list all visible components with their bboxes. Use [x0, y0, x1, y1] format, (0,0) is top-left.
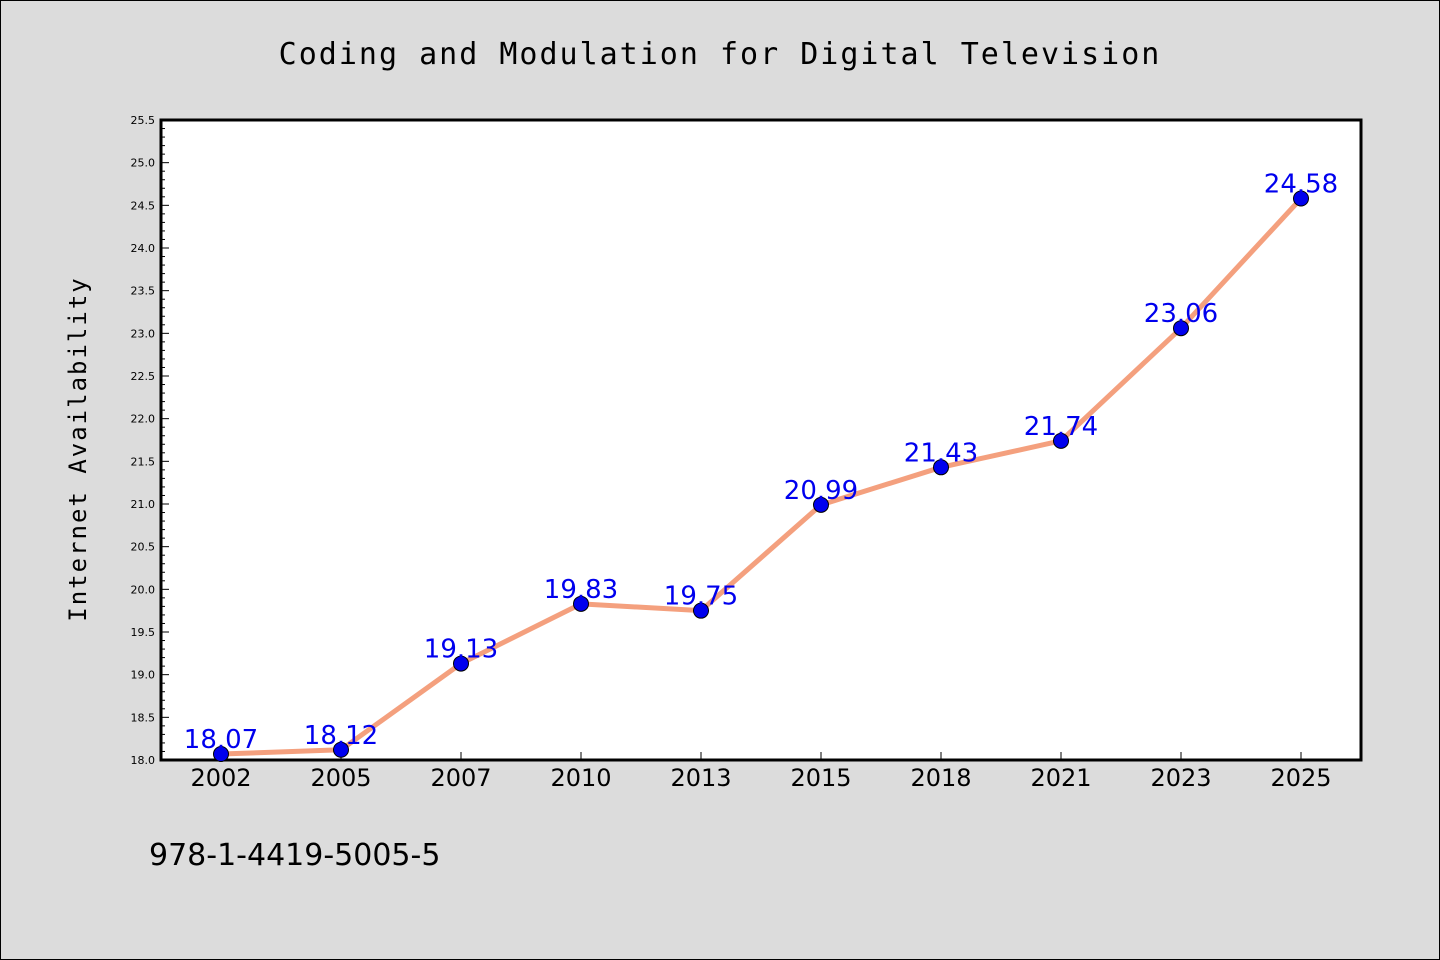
x-tick-label: 2015 [790, 764, 851, 792]
data-point [813, 496, 829, 513]
data-label: 19.75 [664, 582, 738, 612]
data-point [933, 459, 949, 476]
y-tick-label: 21.5 [131, 455, 156, 468]
x-tick-label: 2013 [670, 764, 731, 792]
y-tick-label: 25.0 [131, 157, 156, 170]
y-tick-label: 22.0 [131, 413, 156, 426]
x-tick-label: 2002 [190, 764, 251, 792]
data-point [453, 655, 469, 672]
data-label: 20.99 [784, 476, 858, 506]
y-tick-label: 19.5 [131, 626, 156, 639]
data-point [1293, 190, 1309, 207]
data-point [1053, 432, 1069, 449]
data-point [213, 746, 229, 763]
data-label: 23.06 [1144, 299, 1218, 329]
x-tick-label: 2010 [550, 764, 611, 792]
data-label: 19.83 [544, 575, 618, 605]
isbn-text: 978-1-4419-5005-5 [149, 838, 440, 873]
chart-title: Coding and Modulation for Digital Televi… [279, 37, 1162, 72]
x-tick-label: 2018 [910, 764, 971, 792]
plot-area [159, 118, 1363, 762]
x-tick-label: 2005 [310, 764, 371, 792]
y-tick-label: 21.0 [131, 498, 156, 511]
x-tick-label: 2023 [1150, 764, 1211, 792]
y-tick-label: 18.0 [131, 754, 156, 767]
y-tick-label: 18.5 [131, 711, 156, 724]
y-axis-label: Internet Availability [64, 276, 92, 621]
data-point [573, 595, 589, 612]
y-axis: 18.0 18.5 19.0 19.5 20.0 20.5 21.0 21.5 22.0 22.5… [131, 114, 169, 767]
data-series: 18.07 18.12 19.13 19.83 19.75 20.99 21.43 21.74… [184, 170, 1338, 763]
data-label: 18.07 [184, 725, 258, 755]
data-label: 21.43 [904, 438, 978, 468]
y-tick-label: 24.0 [131, 242, 156, 255]
y-tick-label: 23.5 [131, 285, 156, 298]
y-tick-label: 25.5 [131, 114, 156, 127]
data-label: 24.58 [1264, 170, 1338, 200]
data-point [333, 741, 349, 758]
data-label: 18.12 [304, 721, 378, 751]
x-tick-label: 2025 [1270, 764, 1331, 792]
y-tick-label: 22.5 [131, 370, 156, 383]
data-label: 21.74 [1024, 412, 1098, 442]
x-axis: 2002 2005 2007 2010 2013 2015 2018 2021 2023 2025 [190, 752, 1332, 792]
data-point [1173, 320, 1189, 337]
y-tick-label: 20.5 [131, 541, 156, 554]
y-tick-label: 20.0 [131, 583, 156, 596]
x-tick-label: 2021 [1030, 764, 1091, 792]
y-tick-label: 23.0 [131, 327, 156, 340]
data-point [693, 602, 709, 619]
data-label: 19.13 [424, 635, 498, 665]
y-tick-label: 24.5 [131, 199, 156, 212]
x-tick-label: 2007 [430, 764, 491, 792]
y-tick-label: 19.0 [131, 669, 156, 682]
series-line [218, 196, 1304, 757]
